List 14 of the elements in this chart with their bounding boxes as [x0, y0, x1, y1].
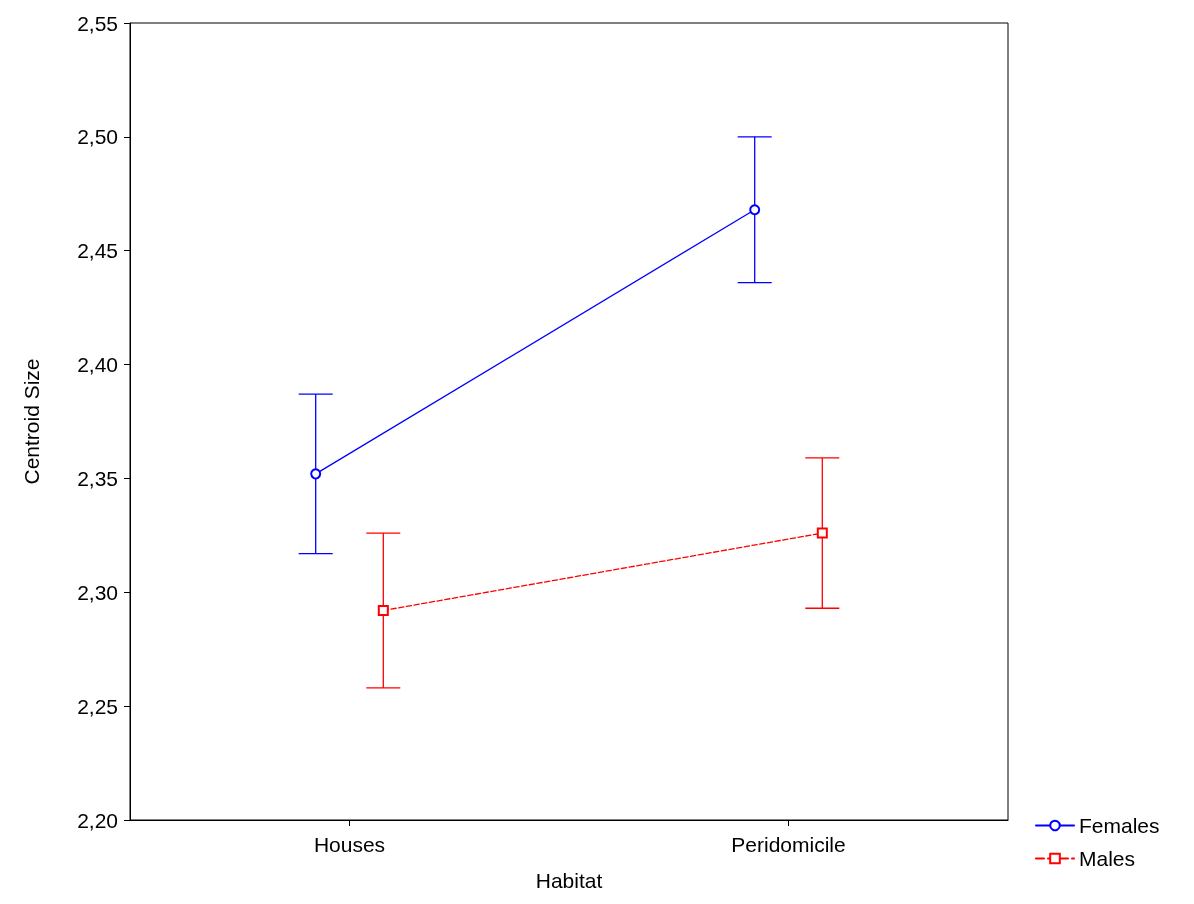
y-tick-label: 2,40	[77, 353, 118, 377]
legend-label: Males	[1079, 847, 1136, 870]
y-tick-label: 2,55	[77, 11, 118, 35]
y-tick-label: 2,45	[77, 239, 118, 263]
y-tick-label: 2,25	[77, 694, 118, 718]
y-tick-label: 2,50	[77, 125, 118, 149]
x-tick-label: Houses	[313, 833, 386, 856]
y-tick-label: 2,20	[77, 808, 118, 832]
x-axis-title: Habitat	[535, 869, 603, 892]
legend-label: Females	[1079, 814, 1160, 837]
x-tick-label: Peridomicile	[731, 833, 846, 856]
y-tick-label: 2,35	[77, 466, 118, 490]
y-axis-title: Centroid Size	[20, 358, 43, 485]
y-tick-label: 2,30	[77, 580, 118, 604]
